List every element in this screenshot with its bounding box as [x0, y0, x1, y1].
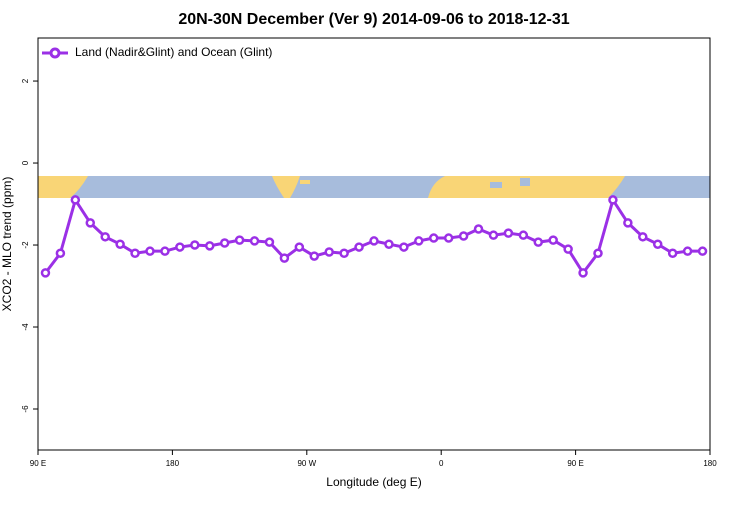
data-point [294, 242, 305, 252]
y-tick-label: 0 [21, 160, 30, 165]
data-point [623, 218, 633, 228]
data-point [414, 236, 424, 246]
data-point [428, 233, 439, 243]
data-point [190, 240, 200, 250]
y-axis-label: XCO2 - MLO trend (ppm) [0, 177, 14, 312]
data-point [518, 230, 529, 240]
data-point [339, 248, 349, 258]
data-point [638, 232, 648, 242]
data-point [443, 233, 454, 243]
data-point [160, 246, 170, 256]
data-point [608, 195, 618, 205]
x-tick-label: 90 E [567, 459, 583, 468]
data-point [219, 238, 230, 248]
data-point [578, 268, 588, 278]
data-point [533, 237, 544, 247]
data-point [548, 235, 558, 245]
x-tick-label: 0 [439, 459, 444, 468]
chart-title: 20N-30N December (Ver 9) 2014-09-06 to 2… [178, 11, 569, 28]
data-point [473, 224, 484, 234]
data-point [354, 242, 364, 252]
data-point [130, 248, 140, 258]
data-point [175, 242, 185, 252]
x-tick-label: 180 [166, 459, 180, 468]
data-point [503, 228, 514, 238]
data-point [399, 242, 409, 252]
data-point [249, 236, 260, 246]
data-point [458, 231, 469, 241]
data-point [324, 247, 334, 257]
data-point [70, 195, 81, 205]
data-point [309, 251, 320, 261]
data-point [145, 246, 155, 256]
data-point [488, 230, 499, 240]
data-point [85, 218, 96, 228]
x-axis-label: Longitude (deg E) [326, 475, 421, 489]
legend: Land (Nadir&Glint) and Ocean (Glint) [42, 45, 272, 59]
y-tick-label: -6 [21, 405, 30, 413]
y-tick-label: 2 [21, 78, 30, 83]
x-tick-label: 90 W [297, 459, 316, 468]
legend-label: Land (Nadir&Glint) and Ocean (Glint) [75, 45, 272, 59]
y-tick-label: -2 [21, 241, 30, 249]
plot-frame [37, 37, 711, 451]
data-point [279, 253, 290, 263]
data-point [100, 232, 110, 242]
legend-marker [49, 47, 61, 59]
data-point [234, 235, 245, 245]
data-point [264, 237, 275, 247]
data-point [697, 246, 708, 256]
data-point [563, 244, 573, 254]
data-point [55, 248, 66, 258]
data-point [204, 241, 215, 251]
data-point [369, 236, 379, 246]
x-tick-label: 90 E [30, 459, 46, 468]
data-point [40, 268, 51, 278]
data-point [384, 239, 394, 249]
x-tick-label: 180 [703, 459, 717, 468]
data-point [667, 248, 678, 258]
data-point [593, 248, 603, 258]
map-strip [38, 176, 710, 198]
data-point [115, 239, 125, 249]
y-tick-label: -4 [21, 323, 30, 331]
data-point [682, 246, 693, 256]
data-point [652, 239, 663, 249]
